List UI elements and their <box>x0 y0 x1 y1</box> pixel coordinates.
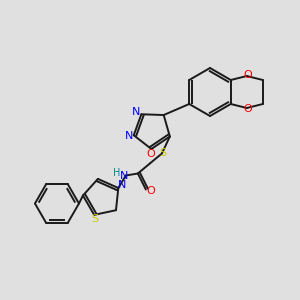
Text: N: N <box>118 180 127 190</box>
Text: O: O <box>243 104 252 114</box>
Text: O: O <box>243 70 252 80</box>
Text: S: S <box>92 214 99 224</box>
Text: H: H <box>113 169 121 178</box>
Text: S: S <box>159 148 167 158</box>
Text: N: N <box>124 131 133 141</box>
Text: N: N <box>120 172 128 182</box>
Text: O: O <box>146 187 155 196</box>
Text: O: O <box>146 149 155 159</box>
Text: N: N <box>132 107 141 117</box>
